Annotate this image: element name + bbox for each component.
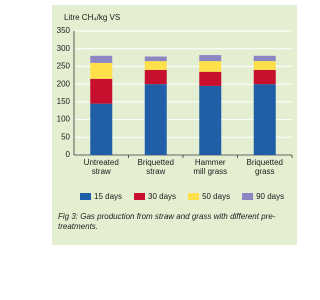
legend-label: 90 days xyxy=(256,192,284,201)
x-tick-label: Hammer xyxy=(195,158,226,167)
x-tick-label: Briquetted xyxy=(138,158,174,167)
y-tick-label: 250 xyxy=(57,62,71,71)
bar-segment xyxy=(144,56,167,62)
legend-label: 30 days xyxy=(148,192,176,201)
y-tick-label: 300 xyxy=(57,44,71,53)
chart: Litre CH₄/kg VS 0 50 100 150 200 250 300 350 Unt… xyxy=(52,5,297,245)
bar-segment xyxy=(253,55,276,62)
y-tick-label: 0 xyxy=(66,150,71,159)
bar-segment xyxy=(90,103,113,155)
legend-swatch xyxy=(188,193,200,200)
bar-segment xyxy=(253,69,276,85)
y-tick-label: 150 xyxy=(57,97,71,106)
x-tick-label: Briquetted xyxy=(247,158,283,167)
bar-segment xyxy=(90,78,113,104)
bar-segment xyxy=(90,55,113,63)
bar-segment xyxy=(199,71,222,86)
bar-segment xyxy=(199,61,222,72)
bar-segment xyxy=(199,55,222,62)
bar-segment xyxy=(199,85,222,155)
x-tick-label: grass xyxy=(255,167,275,176)
x-tick-label: mill grass xyxy=(193,167,227,176)
caption: Fig 3: Gas production from straw and gra… xyxy=(58,212,276,231)
bar-segment xyxy=(253,61,276,70)
legend-swatch xyxy=(134,193,146,200)
y-axis-label: Litre CH₄/kg VS xyxy=(64,13,120,22)
bar-segment xyxy=(144,84,167,155)
y-tick-label: 50 xyxy=(61,132,70,141)
bar-segment xyxy=(253,84,276,155)
legend-label: 50 days xyxy=(202,192,230,201)
legend-label: 15 days xyxy=(94,192,122,201)
x-tick-label: Untreated xyxy=(84,158,119,167)
x-tick-label: straw xyxy=(92,167,111,176)
bar-segment xyxy=(90,62,113,79)
y-tick-label: 350 xyxy=(57,26,71,35)
legend-swatch xyxy=(242,193,254,200)
y-tick-label: 100 xyxy=(57,115,71,124)
legend-swatch xyxy=(80,193,91,200)
bar-segment xyxy=(144,61,167,70)
bar-segment xyxy=(144,69,167,85)
x-tick-label: straw xyxy=(146,167,165,176)
y-tick-label: 200 xyxy=(57,79,71,88)
